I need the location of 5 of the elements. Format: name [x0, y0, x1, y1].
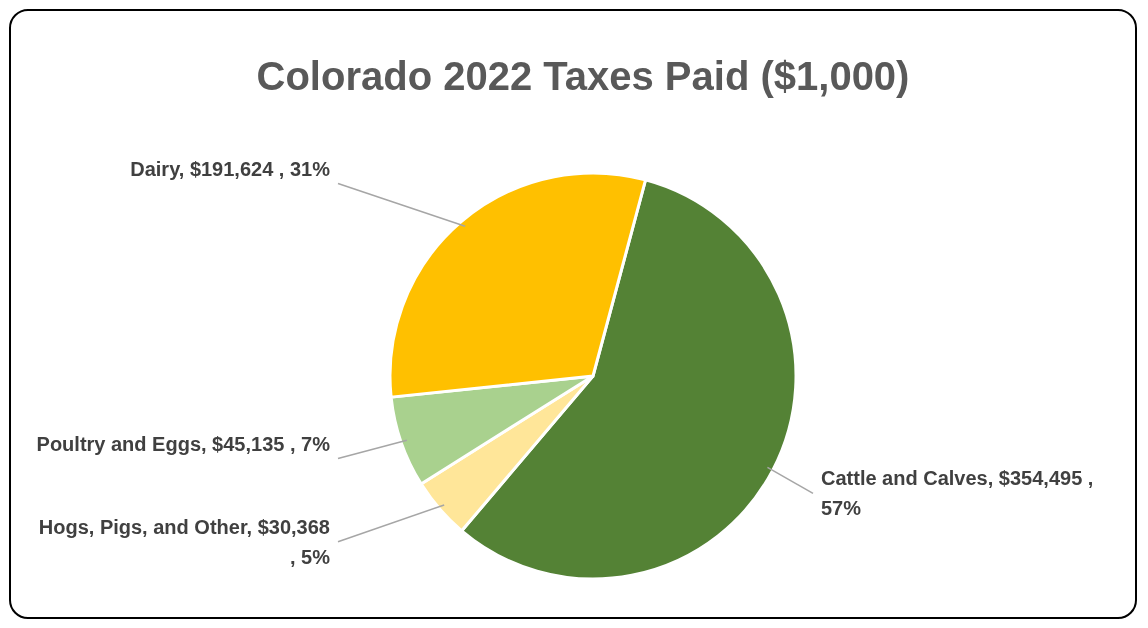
- slice-label: Hogs, Pigs, and Other, $30,368 , 5%: [37, 514, 330, 570]
- slice-label: Poultry and Eggs, $45,135 , 7%: [35, 431, 330, 457]
- chart-title: Colorado 2022 Taxes Paid ($1,000): [256, 54, 910, 98]
- slice-label: Cattle and Calves, $354,495 , 57%: [821, 466, 1095, 522]
- slice-label: Dairy, $191,624 , 31%: [129, 156, 330, 182]
